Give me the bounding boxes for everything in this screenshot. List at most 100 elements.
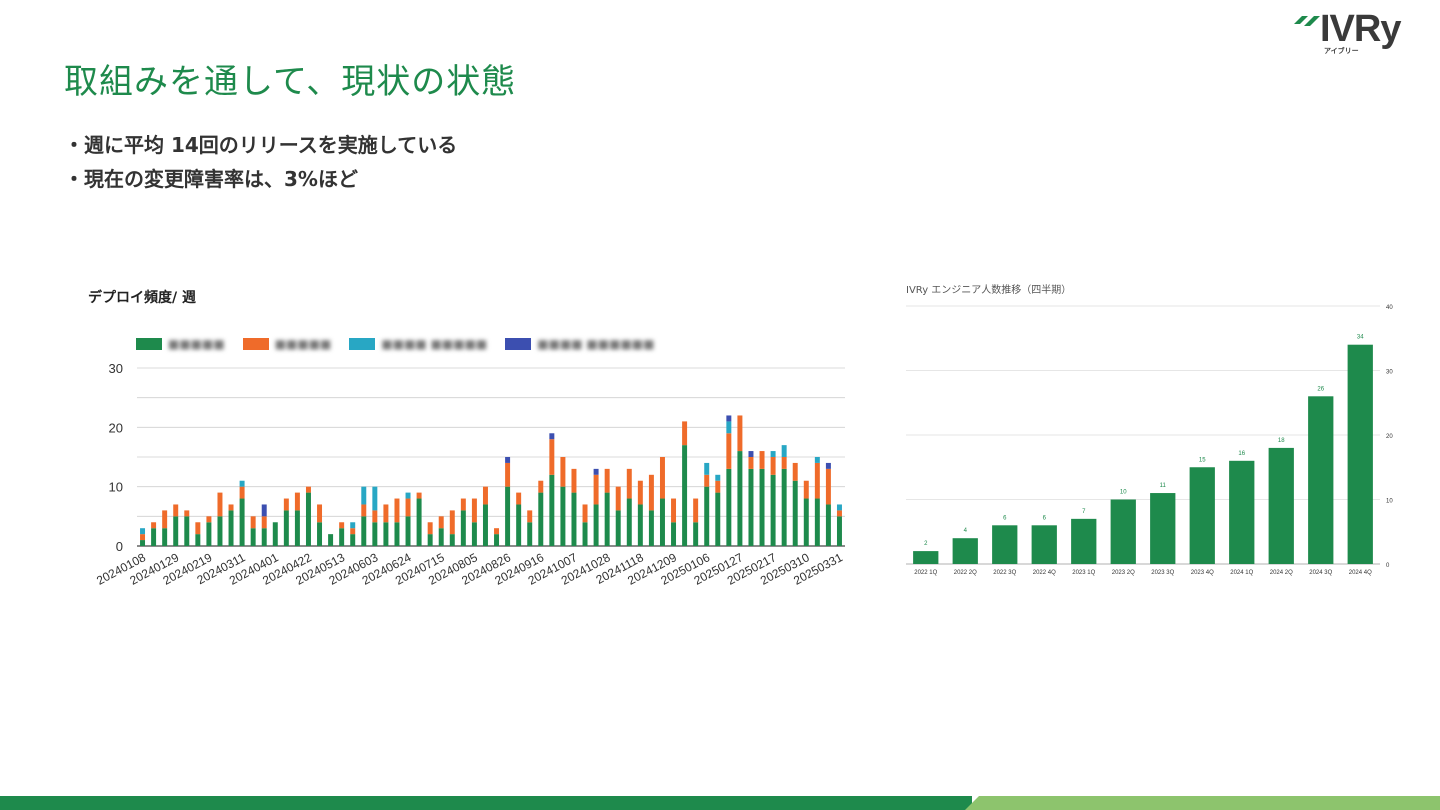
y-tick-label: 20	[109, 420, 123, 435]
bar-segment	[383, 504, 389, 523]
bar-segment	[582, 522, 588, 546]
category-label: 2022 2Q	[954, 570, 977, 576]
data-label: 7	[1082, 509, 1086, 515]
bar-segment	[361, 486, 367, 505]
bar-segment	[648, 510, 654, 546]
bar-segment	[151, 522, 157, 529]
bar-segment	[604, 492, 610, 546]
bar	[1308, 396, 1334, 564]
bar-segment	[361, 504, 367, 517]
category-label: 2024 4Q	[1349, 570, 1372, 576]
bar-segment	[372, 510, 378, 523]
bar-segment	[803, 480, 809, 499]
bar-segment	[140, 528, 146, 535]
bar-segment	[560, 457, 566, 487]
y-tick-label: 0	[1386, 563, 1390, 569]
y-tick-label: 20	[1386, 434, 1393, 440]
bar-segment	[438, 528, 444, 546]
bar-segment	[615, 510, 621, 546]
bar-segment	[671, 522, 677, 546]
bar-segment	[228, 510, 234, 546]
bar-segment	[162, 528, 168, 546]
bar-segment	[637, 504, 643, 546]
footer-light-stripe	[965, 796, 1440, 810]
legend-label-4: ■■■■ ■■■■■■	[537, 337, 655, 351]
y-tick-label: 30	[109, 361, 123, 376]
ivry-logo: IVRy アイブリー	[1290, 8, 1420, 60]
bar-segment	[405, 516, 411, 546]
bar-segment	[814, 457, 820, 463]
bar-segment	[593, 474, 599, 505]
bar-segment	[405, 498, 411, 517]
bar-segment	[682, 445, 688, 546]
data-label: 6	[1003, 515, 1007, 521]
legend-item-2: ■■■■■	[242, 337, 331, 351]
bar-segment	[836, 504, 842, 511]
data-label: 2	[924, 541, 928, 547]
bar-segment	[549, 474, 555, 546]
bar-segment	[272, 522, 278, 546]
y-tick-label: 30	[1386, 370, 1393, 376]
bar-segment	[317, 522, 323, 546]
bar-segment	[626, 468, 632, 499]
bar	[1031, 525, 1057, 564]
bar-segment	[328, 534, 334, 546]
bar-segment	[704, 462, 710, 475]
bar-segment	[516, 492, 522, 505]
bar-segment	[151, 528, 157, 546]
bar-segment	[715, 492, 721, 546]
bar-segment	[715, 480, 721, 493]
slide-title: 取組みを通して、現状の状態	[64, 62, 517, 102]
bar-segment	[494, 534, 500, 546]
bar-segment	[339, 528, 345, 546]
bar-segment	[505, 486, 511, 546]
bar-segment	[261, 528, 267, 546]
bar	[1071, 518, 1097, 564]
data-label: 26	[1317, 386, 1324, 392]
bar-segment	[825, 462, 831, 469]
bar-segment	[748, 457, 754, 469]
bar-segment	[637, 480, 643, 505]
bar-segment	[460, 498, 466, 511]
bar-segment	[682, 421, 688, 446]
y-tick-label: 0	[116, 539, 123, 554]
footer-bar	[0, 796, 1440, 810]
data-label: 10	[1120, 490, 1127, 496]
bar-segment	[726, 468, 732, 546]
bar-segment	[140, 540, 146, 546]
category-label: 2023 1Q	[1072, 570, 1095, 576]
bar-segment	[339, 522, 345, 529]
bar	[1189, 467, 1215, 564]
bar-segment	[560, 486, 566, 546]
bar-segment	[803, 498, 809, 546]
category-label: 2022 1Q	[914, 570, 937, 576]
bullet-change-failure-rate: ・現在の変更障害率は、3%ほど	[64, 167, 358, 191]
bar-segment	[184, 510, 190, 517]
bar-segment	[527, 510, 533, 523]
deploy-chart-legend: ■■■■■ ■■■■■ ■■■■ ■■■■■ ■■■■ ■■■■■■	[136, 337, 654, 351]
bar-segment	[195, 522, 201, 535]
bar-segment	[217, 516, 223, 546]
bar-segment	[648, 474, 654, 511]
bar-segment	[615, 486, 621, 511]
bar-segment	[239, 498, 245, 546]
category-label: 2022 4Q	[1033, 570, 1056, 576]
bar	[1110, 499, 1136, 564]
bar-segment	[449, 510, 455, 535]
bar-segment	[283, 498, 289, 511]
bar-segment	[726, 421, 732, 434]
bar-segment	[693, 522, 699, 546]
bar	[1347, 344, 1373, 564]
bar-segment	[693, 498, 699, 523]
bar-segment	[250, 528, 256, 546]
bar-segment	[748, 451, 754, 457]
bar-segment	[770, 451, 776, 457]
legend-swatch-3	[349, 338, 376, 350]
data-label: 15	[1199, 457, 1206, 463]
bar-segment	[770, 474, 776, 546]
legend-item-1: ■■■■■	[136, 337, 225, 351]
bar-segment	[427, 534, 433, 546]
bar-segment	[659, 498, 665, 546]
data-label: 6	[1043, 515, 1047, 521]
